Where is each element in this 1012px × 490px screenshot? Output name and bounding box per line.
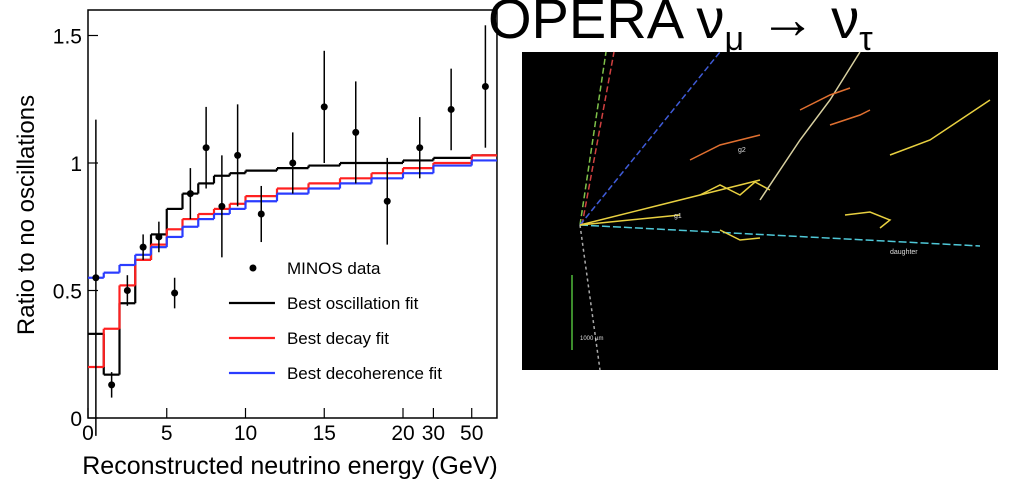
y-tick-label: 1.5 xyxy=(53,26,82,49)
track xyxy=(581,51,615,226)
data-point xyxy=(352,128,360,136)
x-tick-label: 20 xyxy=(391,422,414,445)
plot-frame xyxy=(87,9,498,419)
track xyxy=(579,51,721,226)
data-point xyxy=(92,274,100,282)
legend: MINOS data Best oscillation fit Best decay… xyxy=(228,259,442,383)
data-point xyxy=(171,289,179,297)
legend-label: MINOS data xyxy=(287,259,381,278)
tracks xyxy=(571,51,991,371)
x-tick-label: 50 xyxy=(460,422,483,445)
y-tick-label: 0 xyxy=(70,408,82,431)
data-point xyxy=(289,159,297,167)
x-tick-label: 30 xyxy=(422,422,445,445)
track xyxy=(579,214,681,226)
event-display: g2 g1 daughter 1000 µm xyxy=(522,51,998,371)
data-point xyxy=(257,210,265,218)
track xyxy=(579,179,761,226)
title-part: OPERA ν xyxy=(488,0,725,50)
legend-label: Best decoherence fit xyxy=(287,364,442,383)
track xyxy=(689,134,761,161)
data-point xyxy=(139,243,147,251)
track xyxy=(799,87,851,111)
data-point xyxy=(186,190,194,198)
event-label: daughter xyxy=(890,249,918,256)
data-point xyxy=(234,151,242,159)
track xyxy=(579,224,601,371)
event-label: g2 xyxy=(738,147,746,154)
x-axis-label: Reconstructed neutrino energy (GeV) xyxy=(82,452,498,480)
track xyxy=(579,51,607,226)
data-point xyxy=(447,105,455,113)
y-tick-label: 1 xyxy=(70,153,82,176)
data-point xyxy=(383,197,391,205)
y-tick-label: 0.5 xyxy=(53,281,82,304)
legend-marker xyxy=(249,264,257,272)
event-label: g1 xyxy=(674,213,682,220)
slide-title: OPERA νμ → ντ xyxy=(488,0,873,58)
data-point xyxy=(320,103,328,111)
x-tick-label: 5 xyxy=(161,422,173,445)
event-label: 1000 µm xyxy=(580,336,603,342)
y-axis-label: Ratio to no oscillations xyxy=(13,95,40,335)
x-tick-label: 15 xyxy=(313,422,336,445)
fit-curve xyxy=(88,159,497,279)
data-point xyxy=(202,144,210,152)
data-point xyxy=(481,83,489,90)
data-point xyxy=(218,202,226,210)
title-part: μ xyxy=(725,20,745,58)
data-point xyxy=(123,287,131,294)
data-point xyxy=(416,144,424,152)
track xyxy=(889,99,991,156)
track xyxy=(719,229,761,241)
title-part: τ xyxy=(859,20,873,58)
track xyxy=(829,109,871,126)
data-points xyxy=(92,25,489,436)
track xyxy=(844,211,892,229)
event-background xyxy=(522,52,998,370)
data-point xyxy=(155,233,163,241)
title-part: → ν xyxy=(744,0,859,50)
track xyxy=(759,51,861,201)
track xyxy=(579,224,981,247)
x-tick-label: 10 xyxy=(234,422,257,445)
data-point xyxy=(108,381,116,389)
legend-label: Best decay fit xyxy=(287,329,389,348)
legend-label: Best oscillation fit xyxy=(287,294,419,313)
track xyxy=(699,181,771,196)
x-tick-label: 0 xyxy=(82,422,94,445)
